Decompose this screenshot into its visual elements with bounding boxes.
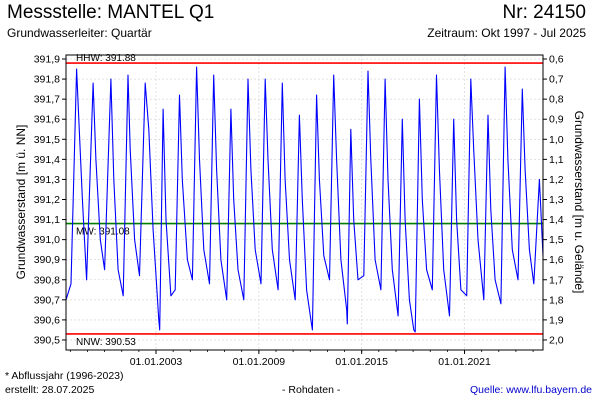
created-date: erstellt: 28.07.2025: [5, 384, 95, 396]
y2-tick-label: 1,8: [549, 294, 564, 306]
x-tick-label: 01.01.2003: [130, 356, 183, 368]
y-axis-right: 0,6 0,7 0,8 0,9 1,0 1,1 1,2 1,3 1,4 1,5 1,6 1,7 1,8 1…: [543, 54, 564, 346]
y-tick-label: 390,9: [34, 254, 60, 266]
source-link[interactable]: Quelle: www.lfu.bayern.de: [470, 384, 592, 396]
y2-tick-label: 1,7: [549, 274, 564, 286]
reference-label: NNW: 390.53: [76, 337, 136, 348]
period-label: Zeitraum: Okt 1997 - Jul 2025: [427, 26, 586, 40]
y-tick-label: 391,8: [34, 74, 60, 86]
y2-tick-label: 1,6: [549, 254, 564, 266]
x-tick-label: 01.01.2021: [438, 356, 491, 368]
y2-tick-label: 1,0: [549, 134, 564, 146]
aquifer-label: Grundwasserleiter: Quartär: [7, 26, 152, 40]
y-tick-label: 391,7: [34, 94, 60, 106]
raw-data-label: - Rohdaten -: [282, 384, 341, 396]
x-tick-label: 01.01.2015: [335, 356, 388, 368]
y-tick-label: 391,1: [34, 214, 60, 226]
series-layer: [65, 66, 544, 333]
station-title: Messstelle: MANTEL Q1: [7, 2, 215, 23]
y2-tick-label: 1,5: [549, 234, 564, 246]
y2-tick-label: 1,4: [549, 214, 564, 226]
y-tick-label: 391,4: [34, 154, 60, 166]
y2-tick-label: 0,9: [549, 114, 564, 126]
footnote: * Abflussjahr (1996-2023): [5, 370, 124, 382]
chart-grid: [66, 55, 543, 350]
y-axis-right-title: Grundwasserstand [m u. Gelände]: [572, 111, 586, 294]
y-tick-label: 390,7: [34, 294, 60, 306]
y2-tick-label: 1,2: [549, 174, 564, 186]
y-axis-left: 390,5 390,6 390,7 390,8 390,9 391,0 391,1 391,2…: [34, 54, 66, 346]
y2-tick-label: 1,9: [549, 314, 564, 326]
y2-tick-label: 0,7: [549, 74, 564, 86]
y-tick-label: 390,6: [34, 314, 60, 326]
y-tick-label: 391,3: [34, 174, 60, 186]
y-tick-label: 390,5: [34, 334, 60, 346]
y-tick-label: 391,5: [34, 134, 60, 146]
reference-lines: HHW: 391.88 MW: 391.08 NNW: 390.53: [66, 53, 543, 348]
y2-tick-label: 0,6: [549, 54, 564, 66]
station-number: Nr: 24150: [502, 2, 586, 23]
y2-tick-label: 2,0: [549, 334, 564, 346]
x-axis: 01.01.2003 01.01.2009 01.01.2015 01.01.2021: [69, 350, 534, 368]
y-tick-label: 391,9: [34, 54, 60, 66]
y-tick-label: 391,2: [34, 194, 60, 206]
groundwater-level-line: [65, 66, 544, 333]
x-tick-label: 01.01.2009: [233, 356, 286, 368]
y2-tick-label: 1,1: [549, 154, 564, 166]
reference-label: MW: 391.08: [76, 227, 130, 238]
y-tick-label: 391,0: [34, 234, 60, 246]
y-tick-label: 391,6: [34, 114, 60, 126]
plot-frame: [65, 54, 544, 351]
y2-tick-label: 0,8: [549, 94, 564, 106]
reference-label: HHW: 391.88: [76, 53, 136, 64]
y-axis-left-title: Grundwasserstand [m ü. NN]: [14, 125, 28, 280]
y2-tick-label: 1,3: [549, 194, 564, 206]
y-tick-label: 390,8: [34, 274, 60, 286]
